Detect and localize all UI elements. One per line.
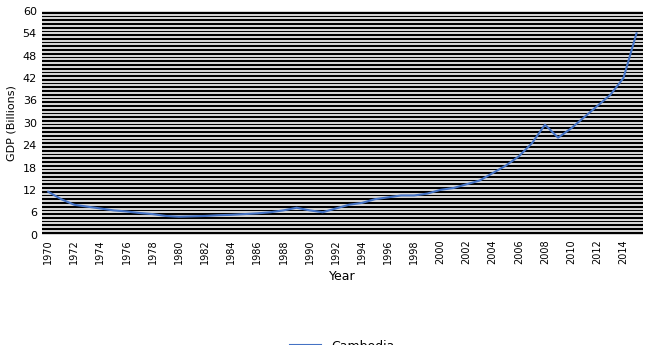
Cambodia [44, 190, 52, 194]
Cambodia [136, 211, 144, 215]
Cambodia [502, 164, 510, 168]
Cambodia [567, 126, 575, 130]
Cambodia [463, 182, 471, 186]
Cambodia [123, 209, 131, 214]
Cambodia [580, 115, 588, 119]
Cambodia [528, 141, 536, 145]
Cambodia [437, 188, 445, 192]
Cambodia [554, 136, 562, 140]
Cambodia [423, 191, 431, 196]
Y-axis label: GDP (Billions): GDP (Billions) [7, 85, 17, 161]
Cambodia [306, 208, 313, 213]
Cambodia [292, 206, 300, 210]
Cambodia [97, 206, 105, 210]
Cambodia [214, 213, 222, 217]
Cambodia [345, 203, 353, 207]
Cambodia [83, 205, 91, 209]
Cambodia [397, 194, 405, 198]
Cambodia [57, 197, 65, 201]
Cambodia [162, 214, 170, 218]
Line: Cambodia: Cambodia [48, 33, 636, 217]
Cambodia [201, 214, 209, 218]
Cambodia [149, 212, 157, 216]
Cambodia [70, 203, 78, 207]
Cambodia [227, 213, 235, 217]
Cambodia [318, 210, 326, 214]
Cambodia [515, 154, 523, 158]
Cambodia [632, 31, 640, 36]
Cambodia [476, 178, 484, 183]
Cambodia [175, 215, 183, 219]
Cambodia [358, 201, 366, 205]
Cambodia [254, 211, 261, 215]
Legend: Cambodia: Cambodia [285, 335, 400, 345]
Cambodia [619, 76, 627, 80]
Cambodia [110, 208, 118, 213]
Cambodia [188, 214, 196, 218]
Cambodia [593, 104, 601, 108]
Cambodia [266, 210, 274, 214]
Cambodia [450, 186, 458, 190]
Cambodia [541, 122, 549, 127]
X-axis label: Year: Year [329, 270, 356, 283]
Cambodia [371, 197, 379, 201]
Cambodia [489, 171, 497, 175]
Cambodia [410, 194, 418, 198]
Cambodia [332, 206, 340, 210]
Cambodia [280, 208, 287, 213]
Cambodia [240, 212, 248, 216]
Cambodia [606, 93, 614, 97]
Cambodia [384, 195, 392, 199]
